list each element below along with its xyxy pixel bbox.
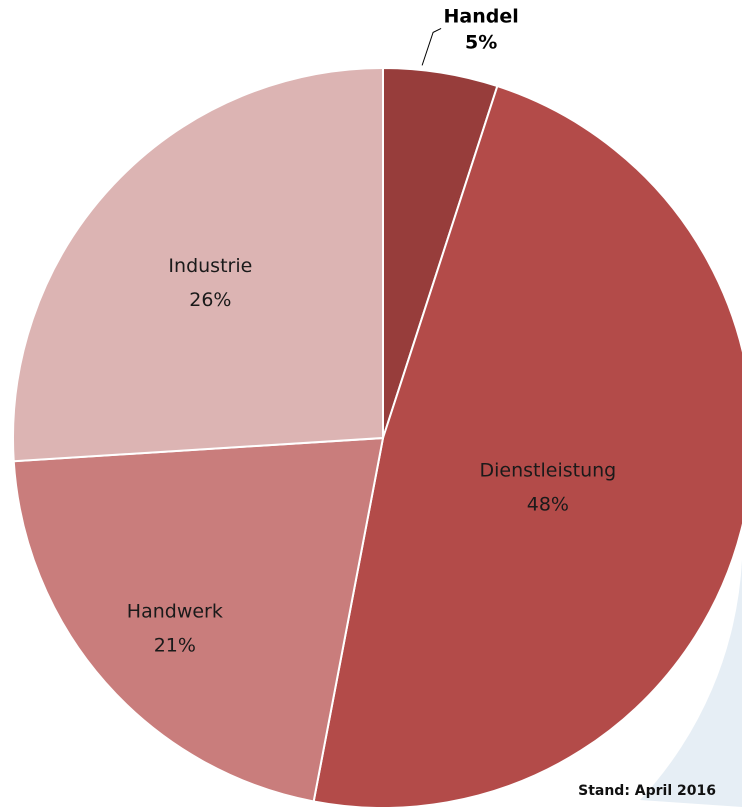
leader-line-handel bbox=[421, 27, 442, 66]
slice-labels: Handel 5% Dienstleistung 48% Handwerk 21% Indu… bbox=[127, 5, 616, 656]
footnote: Stand: April 2016 bbox=[578, 783, 716, 799]
slice-value-dienstleistung: 48% bbox=[527, 493, 569, 515]
slice-value-handel: 5% bbox=[465, 31, 497, 53]
slice-label-dienstleistung: Dienstleistung bbox=[479, 459, 616, 481]
background-arc bbox=[640, 560, 742, 807]
leader-lines bbox=[421, 27, 442, 66]
background-decoration bbox=[640, 560, 742, 807]
pie-slice-industrie bbox=[12, 66, 384, 463]
pie-slice-handwerk bbox=[12, 436, 385, 803]
slice-value-handwerk: 21% bbox=[154, 635, 196, 657]
slice-label-handwerk: Handwerk bbox=[127, 601, 223, 623]
slice-label-handel: Handel bbox=[443, 5, 518, 27]
pie-slice-dienstleistung bbox=[312, 84, 742, 807]
pie-slices bbox=[12, 66, 742, 807]
slice-label-industrie: Industrie bbox=[168, 255, 252, 277]
slice-value-industrie: 26% bbox=[189, 289, 231, 311]
